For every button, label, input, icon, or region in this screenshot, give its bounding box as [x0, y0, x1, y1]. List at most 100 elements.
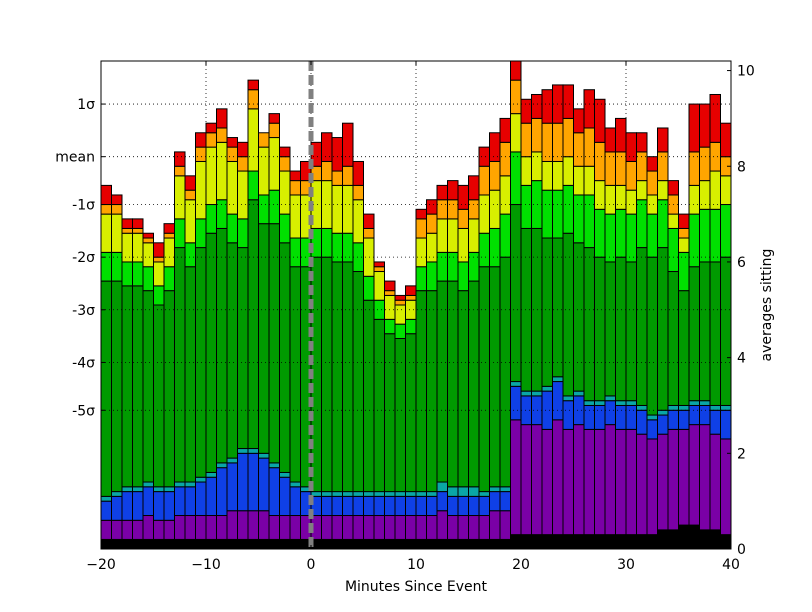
bar-segment	[247, 510, 259, 540]
bar-segment	[111, 194, 123, 206]
bar-segment	[195, 515, 207, 540]
bar-segment	[363, 495, 375, 517]
x-axis-ticks: −20 −10 0 10 20 30 40	[86, 61, 740, 573]
bar-segment	[646, 156, 658, 172]
bar-segment	[657, 199, 669, 249]
bar-segment	[100, 495, 112, 502]
bar-segment	[510, 151, 522, 206]
bar-segment	[405, 491, 417, 497]
bar-segment	[195, 146, 207, 162]
bar-segment	[573, 390, 585, 397]
bar-segment	[541, 385, 553, 392]
bar-segment	[531, 117, 543, 153]
bar-segment	[552, 376, 564, 383]
bar-segment	[678, 524, 690, 550]
bar-segment	[268, 538, 280, 550]
bar-layer	[100, 60, 732, 550]
bar-segment	[247, 170, 259, 201]
bar-segment	[426, 290, 438, 493]
bar-segment	[331, 184, 343, 234]
bar-segment	[709, 529, 721, 550]
bar-segment	[636, 180, 648, 201]
bar-segment	[394, 304, 406, 325]
bar-segment	[321, 256, 333, 493]
bar-segment	[384, 495, 396, 517]
bar-segment	[646, 194, 658, 215]
bar-segment	[342, 515, 354, 540]
bar-segment	[447, 199, 459, 220]
bar-segment	[699, 424, 711, 531]
bar-segment	[499, 213, 511, 258]
bar-segment	[594, 208, 606, 258]
bar-segment	[699, 208, 711, 263]
bar-segment	[405, 299, 417, 320]
bar-segment	[510, 79, 522, 115]
bar-segment	[111, 491, 123, 497]
bar-segment	[436, 199, 448, 220]
bar-segment	[237, 452, 249, 512]
bar-segment	[520, 424, 532, 536]
bar-segment	[667, 529, 679, 550]
x-tick-label: −10	[191, 557, 221, 573]
bar-segment	[562, 184, 574, 234]
bar-segment	[699, 103, 711, 148]
bar-segment	[289, 237, 301, 268]
bar-segment	[531, 534, 543, 550]
bar-segment	[100, 519, 112, 540]
bar-segment	[415, 266, 427, 292]
bar-segment	[520, 98, 532, 124]
bar-segment	[163, 486, 175, 493]
bar-segment	[667, 271, 679, 406]
bar-segment	[100, 213, 112, 253]
bar-segment	[415, 491, 427, 497]
bar-segment	[688, 404, 700, 426]
bar-segment	[552, 419, 564, 536]
bar-segment	[163, 223, 175, 234]
bar-segment	[384, 294, 396, 320]
bar-segment	[184, 538, 196, 550]
bar-segment	[153, 304, 165, 488]
bar-segment	[132, 519, 144, 540]
bar-segment	[237, 448, 249, 454]
bar-segment	[247, 452, 259, 512]
bar-segment	[268, 189, 280, 225]
bar-segment	[258, 457, 270, 512]
bar-segment	[258, 510, 270, 540]
bar-segment	[688, 266, 700, 402]
bar-segment	[625, 160, 637, 191]
y-left-tick-label: 1σ	[77, 97, 95, 113]
bar-segment	[478, 146, 490, 167]
bar-segment	[142, 515, 154, 540]
bar-segment	[468, 495, 480, 517]
y-left-tick-label: -5σ	[72, 403, 95, 419]
bar-segment	[184, 242, 196, 268]
bar-segment	[174, 247, 186, 483]
bar-segment	[478, 194, 490, 234]
bar-segment	[405, 333, 417, 493]
bar-segment	[436, 218, 448, 253]
bar-segment	[583, 400, 595, 406]
bar-segment	[342, 122, 354, 167]
bar-segment	[352, 271, 364, 493]
bar-segment	[331, 261, 343, 493]
bar-segment	[604, 400, 616, 426]
bar-segment	[363, 227, 375, 239]
bar-segment	[447, 515, 459, 540]
x-tick-label: −20	[86, 557, 116, 573]
bar-segment	[373, 491, 385, 497]
bar-segment	[289, 194, 301, 239]
bar-segment	[405, 318, 417, 335]
bar-segment	[489, 538, 501, 550]
bar-segment	[499, 538, 511, 550]
bar-segment	[436, 538, 448, 550]
bar-segment	[573, 424, 585, 536]
bar-segment	[562, 534, 574, 550]
bar-segment	[541, 122, 553, 162]
bar-segment	[489, 491, 501, 512]
bar-segment	[100, 204, 112, 215]
bar-segment	[289, 538, 301, 550]
bar-segment	[373, 495, 385, 517]
bar-segment	[216, 462, 228, 469]
bar-segment	[384, 515, 396, 540]
bar-segment	[531, 424, 543, 536]
